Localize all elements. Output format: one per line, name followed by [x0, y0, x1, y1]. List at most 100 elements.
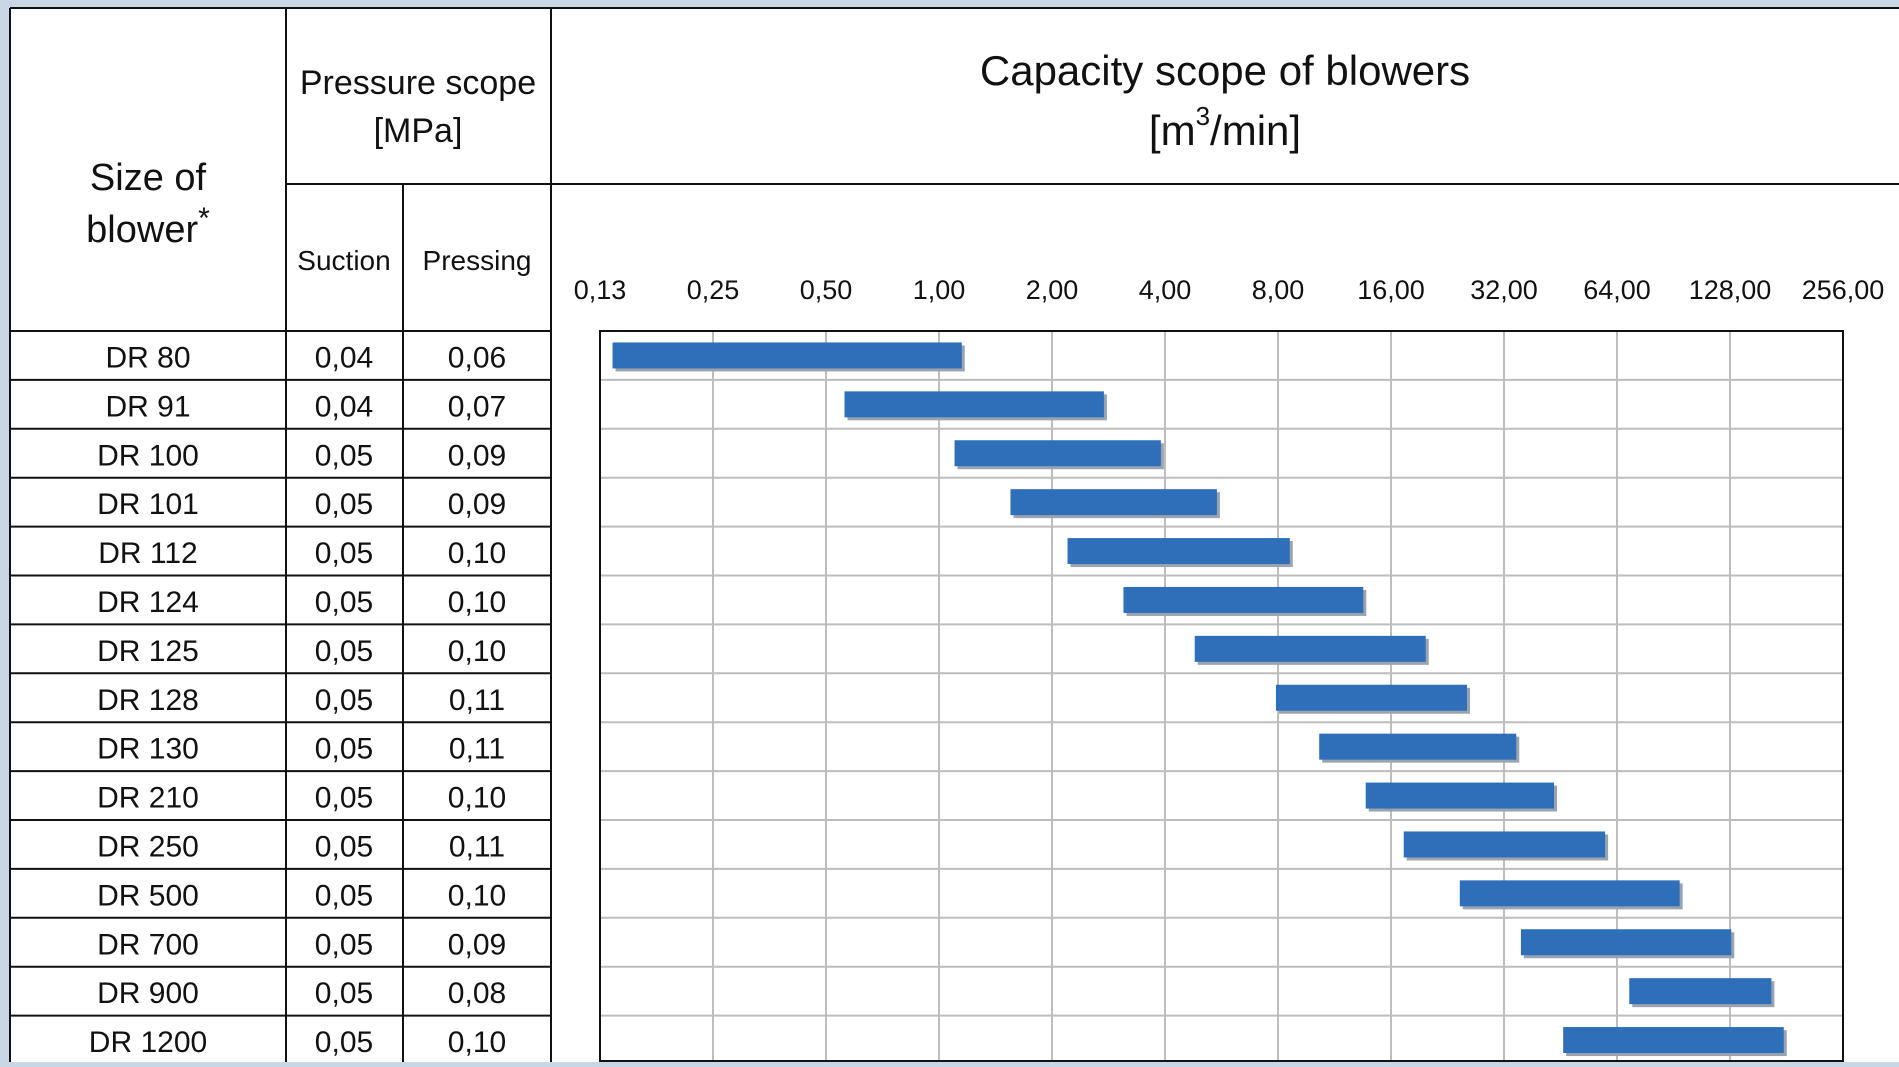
- x-tick-label: 0,25: [687, 275, 740, 305]
- row-pressing-cell: 0,10: [448, 537, 506, 570]
- bar: [1459, 880, 1680, 907]
- range-bar-dr-124: [1123, 586, 1367, 616]
- table-row: DR 124 0,05 0,10: [97, 586, 506, 619]
- row-size-cell: DR 91: [105, 390, 190, 423]
- row-pressing-cell: 0,06: [448, 341, 506, 374]
- row-size-cell: DR 80: [105, 341, 190, 374]
- size-header-asterisk: *: [198, 202, 210, 235]
- row-size-cell: DR 1200: [89, 1026, 207, 1059]
- x-tick-labels: 0,13 0,25 0,50 1,00 2,00 4,00 8,00 16,00 32,00 64…: [574, 275, 1885, 305]
- range-bar-dr-700: [1520, 929, 1735, 959]
- row-pressing-cell: 0,09: [448, 928, 506, 961]
- size-header-line1: Size of: [90, 157, 207, 199]
- size-header-line2: blower*: [86, 202, 210, 251]
- row-size-cell: DR 124: [97, 586, 199, 619]
- row-size-cell: DR 700: [97, 928, 199, 961]
- row-pressing-cell: 0,11: [449, 733, 505, 766]
- range-bar-dr-1200: [1563, 1027, 1787, 1057]
- bar: [1629, 978, 1772, 1005]
- table-row: DR 130 0,05 0,11: [97, 733, 505, 766]
- x-tick-label: 0,13: [574, 275, 627, 305]
- x-tick-label: 32,00: [1470, 275, 1538, 305]
- row-suction-cell: 0,05: [315, 733, 373, 766]
- row-pressing-cell: 0,07: [448, 390, 506, 423]
- x-tick-label: 8,00: [1252, 275, 1305, 305]
- row-pressing-cell: 0,10: [448, 1026, 506, 1059]
- table-row: DR 500 0,05 0,10: [97, 879, 506, 912]
- row-suction-cell: 0,05: [315, 586, 373, 619]
- chart-unit-suffix: /min]: [1210, 107, 1301, 154]
- range-bar-dr-112: [1067, 538, 1293, 568]
- x-tick-label: 256,00: [1802, 275, 1885, 305]
- bars: [612, 342, 1787, 1057]
- table-row: DR 91 0,04 0,07: [105, 390, 506, 423]
- chart-unit-prefix: [m: [1149, 107, 1196, 154]
- row-pressing-cell: 0,10: [448, 635, 506, 668]
- chart-title: Capacity scope of blowers: [980, 47, 1470, 94]
- table-row: DR 1200 0,05 0,10: [89, 1026, 506, 1059]
- row-size-cell: DR 900: [97, 977, 199, 1010]
- range-bar-dr-101: [1010, 489, 1220, 519]
- range-bar-dr-128: [1275, 684, 1470, 714]
- bar: [1403, 831, 1606, 858]
- row-pressing-cell: 0,10: [448, 586, 506, 619]
- table-body: DR 80 0,04 0,06 DR 91 0,04 0,07 DR 100 0,05 0,09…: [89, 341, 506, 1059]
- row-suction-cell: 0,04: [315, 341, 373, 374]
- row-size-cell: DR 101: [97, 488, 199, 521]
- table-row: DR 80 0,04 0,06: [105, 341, 506, 374]
- table-row: DR 101 0,05 0,09: [97, 488, 506, 521]
- row-pressing-cell: 0,11: [449, 830, 505, 863]
- table-row: DR 125 0,05 0,10: [97, 635, 506, 668]
- row-pressing-cell: 0,10: [448, 879, 506, 912]
- bar: [1365, 782, 1555, 809]
- x-tick-label: 128,00: [1689, 275, 1772, 305]
- row-suction-cell: 0,05: [315, 977, 373, 1010]
- row-suction-cell: 0,05: [315, 635, 373, 668]
- range-bar-dr-130: [1319, 733, 1520, 763]
- table-row: DR 700 0,05 0,09: [97, 928, 506, 961]
- bar: [1123, 586, 1364, 613]
- table-row: DR 128 0,05 0,11: [97, 684, 505, 717]
- chart-unit: [m3/min]: [1149, 101, 1301, 154]
- bar: [1520, 929, 1732, 956]
- x-tick-label: 64,00: [1583, 275, 1651, 305]
- range-bar-dr-80: [612, 342, 965, 372]
- suction-header: Suction: [297, 245, 390, 276]
- x-tick-label: 0,50: [800, 275, 853, 305]
- row-pressing-cell: 0,09: [448, 488, 506, 521]
- pressure-header-line2: [MPa]: [374, 112, 463, 150]
- plot-frame: [599, 330, 1844, 1062]
- row-size-cell: DR 128: [97, 684, 199, 717]
- pressing-header: Pressing: [423, 245, 532, 276]
- range-bar-dr-250: [1403, 831, 1609, 861]
- row-suction-cell: 0,05: [315, 684, 373, 717]
- pressure-header-line1: Pressure scope: [300, 64, 536, 102]
- table-row: DR 900 0,05 0,08: [97, 977, 506, 1010]
- row-suction-cell: 0,05: [315, 782, 373, 815]
- row-suction-cell: 0,05: [315, 879, 373, 912]
- row-size-cell: DR 210: [97, 782, 199, 815]
- range-bar-dr-900: [1629, 978, 1775, 1008]
- row-size-cell: DR 125: [97, 635, 199, 668]
- table-row: DR 112 0,05 0,10: [98, 537, 506, 570]
- range-bar-dr-500: [1459, 880, 1683, 910]
- table-grid: [9, 7, 1899, 1062]
- row-pressing-cell: 0,09: [448, 439, 506, 472]
- bar: [1563, 1027, 1784, 1054]
- range-bar-dr-125: [1194, 635, 1429, 665]
- row-suction-cell: 0,05: [315, 537, 373, 570]
- bar: [612, 342, 962, 369]
- chart-unit-sup: 3: [1196, 101, 1210, 131]
- row-size-cell: DR 112: [98, 537, 198, 570]
- bar: [1275, 684, 1467, 711]
- row-size-cell: DR 100: [97, 439, 199, 472]
- row-pressing-cell: 0,08: [448, 977, 506, 1010]
- row-size-cell: DR 500: [97, 879, 199, 912]
- bar: [844, 391, 1104, 418]
- bar: [1319, 733, 1517, 760]
- table-row: DR 210 0,05 0,10: [97, 782, 506, 815]
- bar: [954, 440, 1161, 467]
- row-pressing-cell: 0,11: [449, 684, 505, 717]
